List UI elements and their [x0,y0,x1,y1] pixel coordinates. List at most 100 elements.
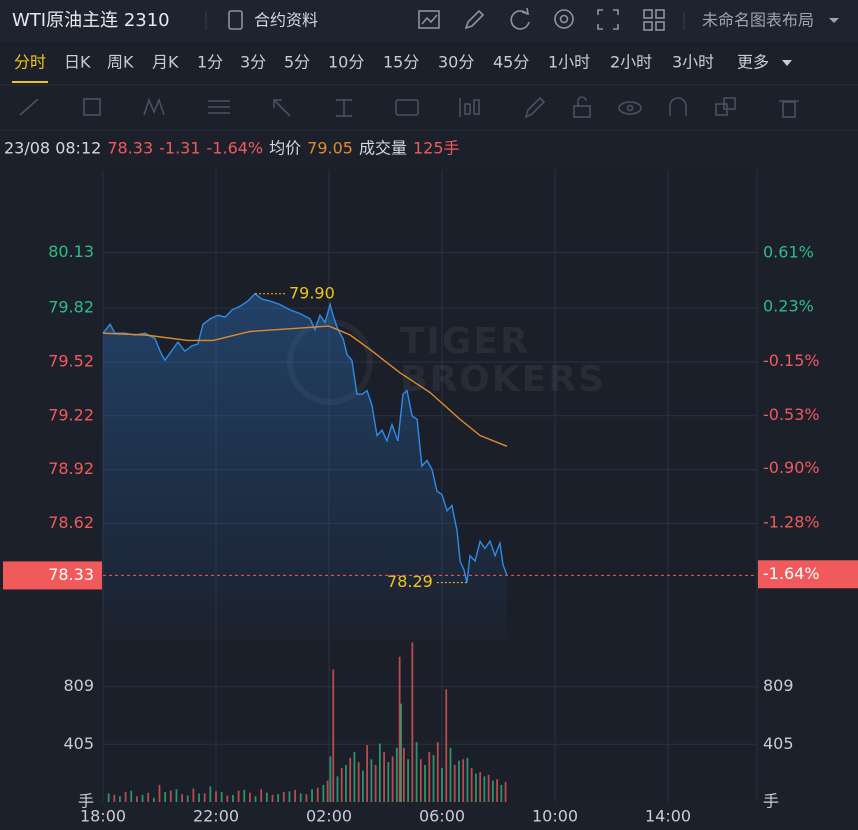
y-tick-label: 78.92 [48,459,94,478]
layers-tool[interactable] [715,97,736,116]
volume-bar [249,792,251,802]
volume-bar [402,747,405,802]
x-tick-label: 22:00 [193,807,239,826]
more-button[interactable]: 更多 [737,53,769,72]
volume-bar [441,767,443,802]
timeframe-button[interactable]: 周K [107,53,134,72]
measure-tool[interactable] [336,99,352,117]
volume-bar [164,792,167,802]
volume-bar [479,772,482,802]
x-tick-label: 10:00 [532,807,578,826]
timeframe-button[interactable]: 日K [64,53,91,72]
info-avg-label: 均价 [269,139,301,158]
volume-bar [378,743,381,802]
volume-bar [181,794,184,802]
last-price-label: 78.33 [48,565,94,584]
volume-bar [349,757,352,802]
arrow-tool[interactable] [273,99,291,117]
volume-bar [299,793,302,802]
layout-name[interactable]: 未命名图表布局 [702,11,814,30]
timeframe-button[interactable]: 30分 [438,53,474,72]
indicator-tool[interactable] [459,98,480,117]
last-pct-label: -1.64% [763,564,820,583]
volume-bar [345,764,347,802]
volume-bar [362,770,364,802]
volume-bar [458,760,460,802]
timeframe-button[interactable]: 3分 [240,53,266,72]
timeframe-button[interactable]: 10分 [328,53,364,72]
volume-tick-label: 手 [78,792,94,811]
y-tick-label: 78.62 [48,513,94,532]
timeframe-button[interactable]: 分时 [14,53,46,72]
pattern-tool[interactable] [143,97,165,116]
magnet-tool[interactable] [669,97,687,116]
layout-button[interactable] [643,9,665,31]
volume-bar [353,752,356,802]
fib-tool[interactable] [208,100,230,114]
timeframe-button[interactable]: 2小时 [610,53,652,72]
chart: 18:00 22:00 02:00 06:00 10:00 14:00 80.13 79.82… [3,170,858,826]
info-line: 23/08 08:12 78.33 -1.31 -1.64% 均价 79.05 成交量 125… [4,139,460,158]
volume-bar [504,782,507,802]
timeframe-button[interactable]: 3小时 [672,53,714,72]
volume-bar [305,794,308,802]
settings-button[interactable] [554,9,574,29]
timeframe-button[interactable]: 45分 [493,53,529,72]
contract-info-button[interactable]: 合约资料 [254,11,318,30]
timeframe-button[interactable]: 1分 [197,53,223,72]
timeframe-bar [0,42,858,85]
extreme-label: 78.29 [387,572,433,591]
fullscreen-button[interactable] [597,9,619,30]
volume-bar [158,784,161,802]
reload-button[interactable] [510,7,530,30]
volume-bar [470,767,473,802]
text-tool[interactable] [395,99,419,116]
visibility-tool[interactable] [618,101,642,115]
average-line [102,325,508,447]
x-tick-label: 02:00 [306,807,352,826]
draw-button[interactable] [464,9,485,30]
volume-bar [491,780,494,802]
line-tool[interactable] [19,98,39,116]
volume-bar [415,742,418,802]
info-volume-label: 成交量 [359,139,407,158]
watermark: BROKERS [400,359,606,400]
brush-tool[interactable] [524,96,546,119]
rect-tool[interactable] [83,98,101,116]
volume-bar [254,796,257,802]
volume-bar [215,791,217,802]
watermark: TIGER [400,321,530,362]
volume-bar [329,756,332,802]
volume-bar [294,789,297,802]
extreme-label: 79.90 [289,283,335,302]
volume-bar [198,793,200,802]
symbol-title: WTI原油主连 2310 [12,10,170,31]
volume-bar [466,757,469,802]
volume-bar [366,745,369,802]
y2-tick-label: -0.15% [763,351,820,370]
dropdown-arrow [782,60,792,66]
timeframe-button[interactable]: 15分 [383,53,419,72]
timeframe-button[interactable]: 5分 [284,53,310,72]
volume-bar [483,776,486,802]
volume-tick-label: 809 [63,676,94,695]
volume-bar [265,792,268,802]
chart-type-button[interactable] [418,10,440,29]
volume-bar [370,759,373,802]
volume-bar [282,792,285,802]
volume-bar [175,789,178,802]
volume-bar [277,794,280,802]
volume-bar [475,773,477,802]
dropdown-arrow [829,18,839,23]
y-tick-label: 80.13 [48,242,94,261]
delete-tool[interactable] [779,100,799,118]
timeframe-button[interactable]: 1小时 [548,53,590,72]
volume-bar [152,797,155,802]
timeframe-button[interactable]: 月K [152,53,179,72]
y-tick-label: 79.82 [48,298,94,317]
lock-tool[interactable] [573,96,591,118]
x-tick-label: 06:00 [419,807,465,826]
volume-bar [119,796,121,802]
